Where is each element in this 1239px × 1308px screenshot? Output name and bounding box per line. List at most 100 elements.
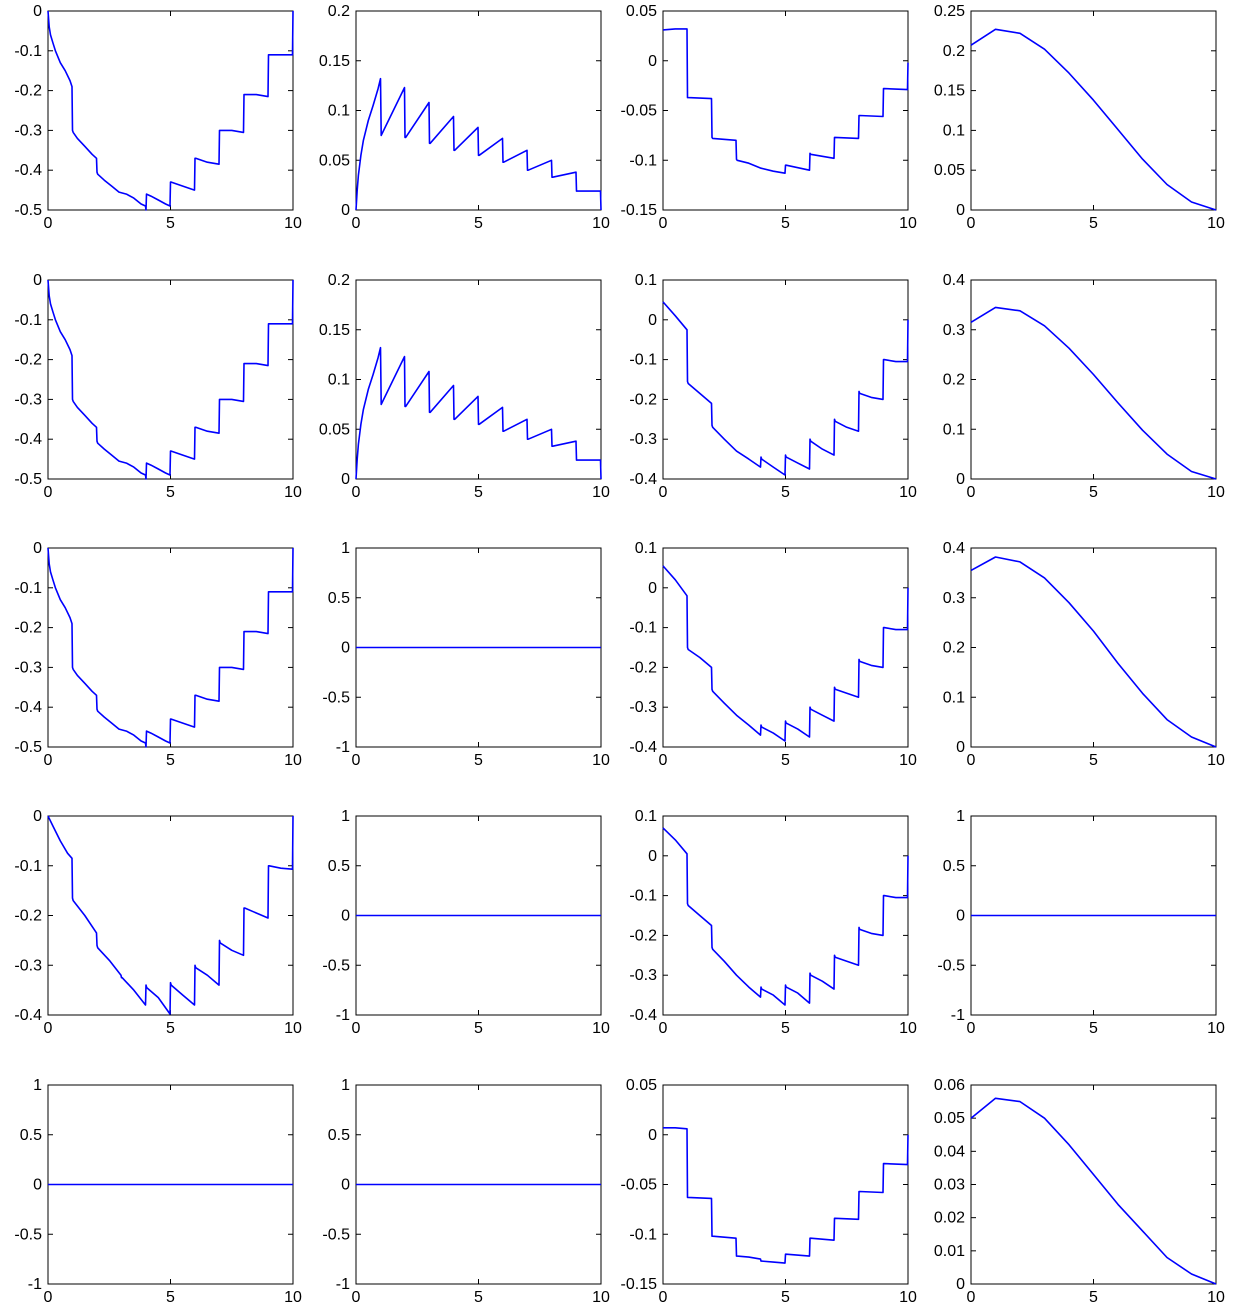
series-line (662, 301, 909, 476)
subplot-r2-c4: 0 5 10 0.4 0.3 0.2 0.1 0 (943, 272, 1225, 501)
x-tick-label: 0 (967, 752, 976, 769)
y-tick-label: 1 (341, 1077, 350, 1094)
x-tick-label: 5 (166, 484, 175, 501)
y-tick-label: -1 (336, 1007, 350, 1024)
x-tick-label: 0 (967, 1289, 976, 1306)
axes-frame (47, 815, 294, 1016)
y-tick-label: 0.1 (635, 808, 657, 825)
x-tick-label: 5 (474, 215, 483, 232)
y-tick-label: -0.5 (322, 957, 350, 974)
x-tick-label: 10 (899, 752, 917, 769)
y-tick-label: -0.4 (14, 1007, 42, 1024)
x-tick-label: 10 (592, 215, 610, 232)
series-line (662, 827, 909, 1006)
y-tick-label: 0.01 (934, 1243, 965, 1260)
x-tick-label: 5 (474, 752, 483, 769)
x-tick-label: 0 (659, 1020, 668, 1037)
y-tick-label: -0.15 (621, 1276, 658, 1293)
axes-frame (662, 279, 909, 480)
y-tick-label: 0 (341, 908, 350, 925)
y-tick-label: 0 (648, 312, 657, 329)
x-tick-label: 10 (1207, 1289, 1225, 1306)
y-tick-label: 0.2 (328, 272, 350, 289)
x-tick-label: 5 (474, 484, 483, 501)
y-tick-label: 1 (341, 808, 350, 825)
y-tick-label: 0.5 (328, 590, 350, 607)
x-tick-label: 0 (659, 215, 668, 232)
y-tick-label: 0.1 (328, 372, 350, 389)
x-tick-label: 10 (592, 1289, 610, 1306)
x-tick-label: 10 (284, 1020, 302, 1037)
subplot-r2-c1: 0 5 10 0 -0.1 -0.2 -0.3 -0.4 -0.5 (14, 272, 302, 501)
y-tick-label: 0.3 (943, 322, 965, 339)
x-tick-label: 10 (899, 1020, 917, 1037)
y-tick-label: 0.1 (635, 540, 657, 557)
y-tick-label: 1 (341, 540, 350, 557)
x-tick-label: 5 (1089, 752, 1098, 769)
y-tick-label: -0.5 (322, 1226, 350, 1243)
axes-frame (47, 10, 294, 211)
series-line (970, 1097, 1217, 1285)
y-tick-label: 0.06 (934, 1077, 965, 1094)
y-tick-label: 0.4 (943, 540, 965, 557)
x-tick-label: 5 (781, 1289, 790, 1306)
y-tick-label: 0.15 (319, 53, 350, 70)
x-tick-label: 5 (781, 752, 790, 769)
subplot-r1-c3: 0 5 10 0.05 0 -0.05 -0.1 -0.15 (621, 3, 917, 232)
x-tick-label: 0 (352, 1289, 361, 1306)
axes-frame (662, 10, 909, 211)
y-tick-label: 0 (33, 3, 42, 20)
x-tick-label: 10 (592, 484, 610, 501)
series-line (47, 10, 294, 211)
x-tick-label: 0 (44, 484, 53, 501)
y-tick-label: 0 (341, 1177, 350, 1194)
x-tick-label: 10 (592, 752, 610, 769)
x-tick-label: 0 (659, 752, 668, 769)
y-tick-label: -0.1 (14, 858, 42, 875)
subplot-r5-c3: 0 5 10 0.05 0 -0.05 -0.1 -0.15 (621, 1077, 917, 1306)
y-tick-label: 0 (956, 1276, 965, 1293)
y-tick-label: 0.2 (943, 640, 965, 657)
y-tick-label: 0.1 (943, 122, 965, 139)
x-tick-label: 10 (1207, 1020, 1225, 1037)
y-tick-label: -0.1 (629, 1226, 657, 1243)
y-tick-label: -0.4 (629, 739, 657, 756)
y-tick-label: -0.3 (629, 431, 657, 448)
y-tick-label: 0.4 (943, 272, 965, 289)
y-tick-label: -0.4 (629, 471, 657, 488)
subplot-r3-c1: 0 5 10 0 -0.1 -0.2 -0.3 -0.4 -0.5 (14, 540, 302, 769)
y-tick-label: -0.4 (629, 1007, 657, 1024)
y-tick-label: 0 (341, 202, 350, 219)
series-line (355, 346, 602, 480)
x-tick-label: 10 (1207, 752, 1225, 769)
x-tick-label: 5 (166, 215, 175, 232)
x-tick-label: 10 (284, 752, 302, 769)
subplot-r2-c3: 0 5 10 0.1 0 -0.1 -0.2 -0.3 -0.4 (629, 272, 917, 501)
y-tick-label: 0.15 (934, 83, 965, 100)
x-tick-label: 10 (1207, 484, 1225, 501)
x-tick-label: 0 (352, 1020, 361, 1037)
x-tick-label: 0 (967, 484, 976, 501)
y-tick-label: 0.04 (934, 1143, 965, 1160)
y-tick-label: -0.2 (14, 83, 42, 100)
y-tick-label: -0.1 (629, 620, 657, 637)
axes-frame (970, 1084, 1217, 1285)
x-tick-label: 10 (899, 484, 917, 501)
x-tick-label: 5 (166, 752, 175, 769)
series-line (355, 77, 602, 211)
y-tick-label: 0.5 (328, 858, 350, 875)
y-tick-label: -0.3 (14, 957, 42, 974)
subplot-r4-c4: 0 5 10 1 0.5 0 -0.5 -1 (937, 808, 1225, 1037)
y-tick-label: 0 (648, 848, 657, 865)
y-tick-label: -0.2 (629, 391, 657, 408)
subplot-r4-c1: 0 5 10 0 -0.1 -0.2 -0.3 -0.4 (14, 808, 302, 1037)
axes-frame (662, 547, 909, 748)
y-tick-label: -0.3 (629, 699, 657, 716)
y-tick-label: 0.5 (943, 858, 965, 875)
axes-frame (970, 279, 1217, 480)
y-tick-label: -0.2 (629, 927, 657, 944)
y-tick-label: 0 (33, 1177, 42, 1194)
y-tick-label: -0.2 (14, 620, 42, 637)
y-tick-label: 0.05 (319, 421, 350, 438)
